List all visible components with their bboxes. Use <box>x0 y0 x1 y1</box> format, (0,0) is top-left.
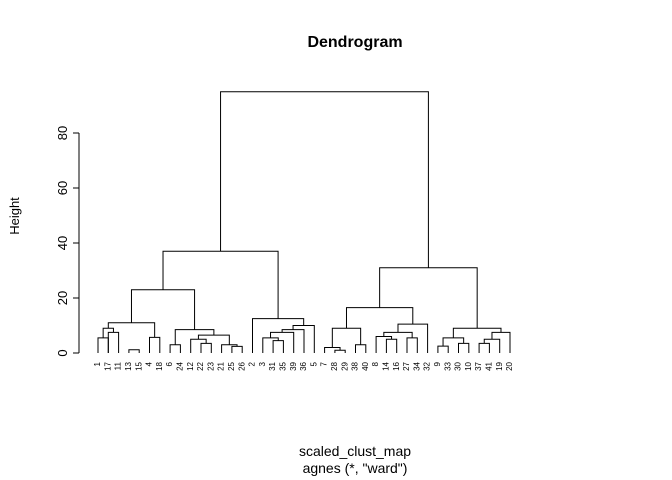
dendrogram-link <box>252 318 305 353</box>
dendrogram-link <box>107 331 120 353</box>
leaf-label: 13 <box>124 361 133 370</box>
dendrogram-link <box>200 342 212 353</box>
leaf-label: 33 <box>443 361 452 370</box>
leaf-label: 3 <box>258 361 267 366</box>
leaf-label: 7 <box>320 361 329 366</box>
dendrogram-link <box>128 349 140 353</box>
x-axis-label: scaled_clust_map <box>299 443 411 459</box>
leaf-label: 27 <box>402 361 411 370</box>
leaf-label: 39 <box>289 361 298 370</box>
leaf-label: 9 <box>433 361 442 366</box>
dendrogram-link <box>458 342 470 353</box>
dendrogram-link <box>478 342 490 353</box>
leaf-label: 30 <box>454 361 463 370</box>
dendrogram-link <box>334 349 346 353</box>
leaf-label: 34 <box>412 361 421 370</box>
leaf-label: 35 <box>279 361 288 370</box>
dendrogram-link <box>397 323 429 353</box>
chart-title: Dendrogram <box>307 34 402 51</box>
dendrogram-link <box>190 338 207 353</box>
dendrogram-link <box>169 344 181 353</box>
leaf-label: 2 <box>248 361 257 366</box>
y-tick-label: 80 <box>55 126 70 140</box>
leaf-label: 29 <box>340 361 349 370</box>
dendrogram-link <box>491 331 511 353</box>
y-tick-label: 60 <box>55 181 70 195</box>
dendrogram-link <box>383 331 413 338</box>
dendrogram-link <box>149 336 161 353</box>
leaf-label: 18 <box>155 361 164 370</box>
leaf-label: 21 <box>217 361 226 370</box>
dendrogram-link <box>220 91 429 268</box>
leaf-label: 4 <box>145 361 154 366</box>
dendrogram-link <box>231 345 243 353</box>
leaf-label: 15 <box>134 361 143 370</box>
leaf-label: 25 <box>227 361 236 370</box>
dendrogram-link <box>406 337 418 353</box>
dendrogram-link <box>345 307 414 329</box>
y-tick-label: 0 <box>55 349 70 356</box>
leaf-label: 14 <box>382 361 391 370</box>
dendrogram-link <box>97 337 109 353</box>
leaf-label: 20 <box>505 361 514 370</box>
leaf-label: 19 <box>495 361 504 370</box>
y-tick-label: 40 <box>55 236 70 250</box>
dendrogram-link <box>162 250 279 319</box>
y-axis-label: Height <box>7 197 22 235</box>
leaf-label: 28 <box>330 361 339 370</box>
leaf-label: 17 <box>103 361 112 370</box>
leaf-label: 22 <box>196 361 205 370</box>
leaf-label: 26 <box>237 361 246 370</box>
leaf-label: 37 <box>474 361 483 370</box>
leaf-label: 41 <box>485 361 494 370</box>
method-label: agnes (*, "ward") <box>303 460 408 476</box>
dendrogram-link <box>483 338 501 353</box>
leaf-label: 38 <box>351 361 360 370</box>
dendrogram-link <box>281 329 305 353</box>
leaf-label: 36 <box>299 361 308 370</box>
dendrogram-link <box>270 331 295 353</box>
leaf-label: 24 <box>176 361 185 370</box>
leaf-label: 6 <box>165 361 174 366</box>
leaf-label: 10 <box>464 361 473 370</box>
leaf-label: 11 <box>114 361 123 370</box>
leaf-label: 40 <box>361 361 370 370</box>
dendrogram-link <box>385 338 398 353</box>
dendrogram-link <box>107 322 156 338</box>
leaf-label: 8 <box>371 361 380 366</box>
leaf-label: 32 <box>423 361 432 370</box>
leaf-labels: 1 17 11 13 15 4 18 6 24 12 22 23 21 25 26 2 3 31 35 39 36 5 7 2… <box>93 361 514 370</box>
leaf-label: 12 <box>186 361 195 370</box>
dendrogram-link <box>355 344 367 353</box>
dendrogram-tree <box>97 91 511 353</box>
dendrogram-link <box>272 340 284 353</box>
leaf-label: 16 <box>392 361 401 370</box>
dendrogram-link <box>130 289 196 330</box>
leaf-label: 23 <box>206 361 215 370</box>
leaf-label: 1 <box>93 361 102 366</box>
y-tick-label: 20 <box>55 291 70 305</box>
dendrogram-link <box>174 329 215 345</box>
dendrogram-link <box>437 345 449 353</box>
leaf-label: 31 <box>268 361 277 370</box>
leaf-label: 5 <box>309 361 318 366</box>
dendrogram-link <box>379 267 478 329</box>
dendrogram-link <box>442 337 465 347</box>
dendrogram-link <box>452 327 502 338</box>
y-axis: 0 20 40 60 80 <box>55 126 80 357</box>
